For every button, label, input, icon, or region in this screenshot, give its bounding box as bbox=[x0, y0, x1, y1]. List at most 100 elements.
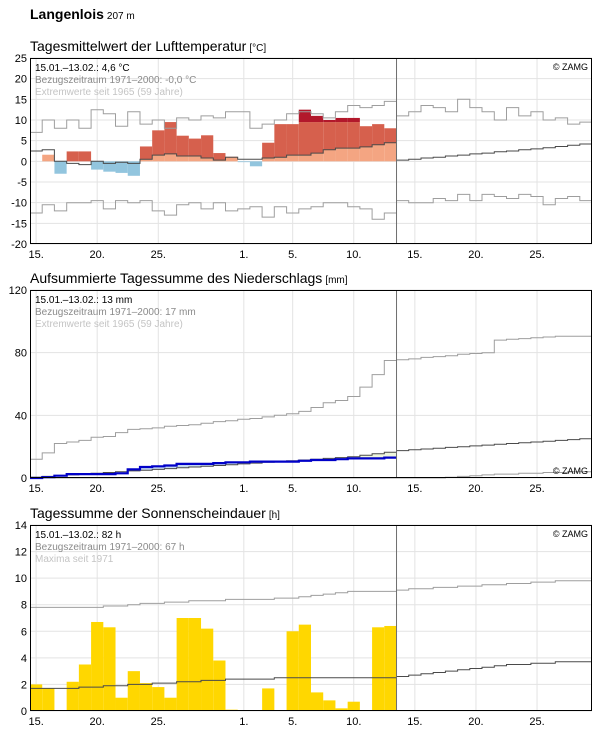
precip-deficit-area bbox=[359, 455, 373, 459]
temp-bar-anomaly bbox=[359, 126, 373, 147]
temp-y-tick-label: 25 bbox=[15, 53, 27, 65]
temp-bar-anomaly bbox=[139, 146, 153, 160]
temp-bar-base bbox=[286, 155, 299, 162]
precip-surplus-area bbox=[213, 463, 226, 466]
temperature-chart: -20 -15 -10 -5 0 5 10 15 20 25 15. 20. 25. 1. 5. 10. 15.… bbox=[11, 53, 592, 261]
temp-credit: © ZAMG bbox=[553, 62, 588, 72]
precip-surplus-area bbox=[225, 462, 238, 465]
sun-y-tick-label: 14 bbox=[15, 520, 27, 532]
sunshine-unit: [h] bbox=[268, 510, 280, 521]
temp-reference-line bbox=[30, 142, 592, 166]
temp-bar-extreme bbox=[311, 115, 324, 123]
sun-bar bbox=[139, 683, 153, 711]
precip-x-tick-label: 1. bbox=[239, 483, 248, 495]
sunshine-chart: 0 2 4 6 8 10 12 14 15. 20. 25. 1. 5. 10. 15. 20. 25. 15.0… bbox=[15, 520, 592, 728]
temp-plot-frame bbox=[30, 58, 592, 244]
sun-bar bbox=[286, 631, 299, 711]
temp-bar-base bbox=[359, 146, 373, 162]
temp-bar-base bbox=[323, 149, 336, 162]
temp-x-tick-label: 15. bbox=[28, 249, 43, 261]
temp-bar-anomaly bbox=[201, 135, 214, 159]
precip-info-reference: Bezugszeitraum 1971–2000: 17 mm bbox=[35, 307, 196, 318]
temp-bar-base bbox=[225, 157, 238, 162]
temp-bar-extreme bbox=[335, 117, 348, 123]
precip-credit: © ZAMG bbox=[553, 466, 588, 476]
temp-bar-anomaly bbox=[176, 135, 189, 156]
sun-y-tick-label: 2 bbox=[21, 679, 27, 691]
precip-surplus-area bbox=[164, 465, 177, 469]
sun-x-tick-label: 20. bbox=[468, 716, 483, 728]
temp-x-tick-label: 10. bbox=[346, 249, 361, 261]
temp-bar-base bbox=[384, 142, 397, 162]
temp-bar-base bbox=[139, 159, 153, 162]
precip-surplus-area bbox=[152, 466, 165, 470]
temp-y-tick-label: 10 bbox=[15, 115, 27, 127]
temp-bar-anomaly bbox=[213, 153, 226, 161]
sun-y-tick-label: 6 bbox=[21, 626, 27, 638]
sun-credit: © ZAMG bbox=[553, 529, 588, 539]
sun-x-tick-label: 15. bbox=[28, 716, 43, 728]
temp-bar-anomaly bbox=[274, 124, 287, 158]
precip-extreme-max-line bbox=[30, 335, 592, 460]
sun-x-tick-label: 1. bbox=[239, 716, 248, 728]
precip-y-tick-label: 0 bbox=[21, 473, 27, 485]
precip-x-tick-label: 25. bbox=[151, 483, 166, 495]
temp-bar-base bbox=[176, 155, 189, 162]
temp-y-tick-label: -10 bbox=[11, 198, 27, 210]
temp-bar-anomaly bbox=[384, 128, 397, 143]
temp-y-tick-label: 5 bbox=[21, 136, 27, 148]
sun-maxima-line bbox=[30, 580, 592, 608]
sun-x-tick-label: 20. bbox=[90, 716, 105, 728]
precip-x-tick-label: 15. bbox=[407, 483, 422, 495]
temp-y-tick-label: -5 bbox=[17, 177, 27, 189]
temp-bar-anomaly bbox=[286, 124, 299, 156]
temp-x-tick-label: 20. bbox=[90, 249, 105, 261]
temp-bar-cold bbox=[127, 161, 140, 176]
precip-y-tick-label: 40 bbox=[15, 410, 27, 422]
temp-bar-base bbox=[311, 153, 324, 162]
sun-y-tick-label: 0 bbox=[21, 706, 27, 718]
precip-info-period: 15.01.–13.02.: 13 mm bbox=[35, 295, 132, 306]
temp-bar-anomaly bbox=[152, 130, 165, 156]
temp-bar-base bbox=[347, 148, 360, 162]
sun-bar bbox=[103, 627, 116, 711]
temp-bar-base bbox=[188, 155, 202, 162]
precip-y-tick-label: 80 bbox=[15, 348, 27, 360]
temp-bar-cold bbox=[115, 161, 128, 173]
temp-extreme-min-line bbox=[30, 193, 592, 220]
temp-bar-anomaly bbox=[347, 122, 360, 149]
station-header: Langenlois 207 m bbox=[30, 6, 135, 22]
sun-bar bbox=[115, 697, 128, 711]
temp-extreme-max-line bbox=[30, 98, 592, 133]
temp-info-extremes: Extremwerte seit 1965 (59 Jahre) bbox=[35, 87, 183, 98]
precip-surplus-area bbox=[139, 467, 153, 471]
precip-x-tick-label: 10. bbox=[346, 483, 361, 495]
temp-y-tick-label: 15 bbox=[15, 94, 27, 106]
temp-bar-extreme bbox=[298, 109, 311, 123]
temp-bar-base bbox=[201, 158, 214, 162]
temp-bar-anomaly bbox=[311, 122, 324, 154]
sun-bar bbox=[298, 624, 311, 711]
temp-x-tick-label: 5. bbox=[288, 249, 297, 261]
sun-x-tick-label: 25. bbox=[529, 716, 544, 728]
sun-bar bbox=[384, 625, 397, 711]
temp-bar-base bbox=[164, 153, 177, 162]
precipitation-unit: [mm] bbox=[325, 275, 348, 286]
sun-x-tick-label: 5. bbox=[288, 716, 297, 728]
sun-x-tick-label: 25. bbox=[151, 716, 166, 728]
temp-bar-base bbox=[213, 160, 226, 162]
temp-bar-anomaly bbox=[66, 151, 79, 162]
sun-x-tick-label: 10. bbox=[346, 716, 361, 728]
sun-bar bbox=[152, 687, 165, 711]
precipitation-chart-title: Aufsummierte Tagessumme des Niederschlag… bbox=[30, 270, 348, 286]
temp-bar-anomaly bbox=[188, 138, 202, 156]
temp-bar-base bbox=[372, 144, 385, 162]
temp-bar-anomaly bbox=[78, 151, 92, 162]
precip-deficit-area bbox=[384, 452, 397, 458]
sunshine-title-text: Tagessumme der Sonnenscheindauer bbox=[30, 505, 266, 521]
temperature-title-text: Tagesmittelwert der Lufttemperatur bbox=[30, 38, 247, 54]
temp-x-tick-label: 20. bbox=[468, 249, 483, 261]
precip-cumulative-line bbox=[30, 456, 397, 480]
sun-bar bbox=[176, 618, 189, 711]
sun-bar bbox=[347, 701, 360, 711]
